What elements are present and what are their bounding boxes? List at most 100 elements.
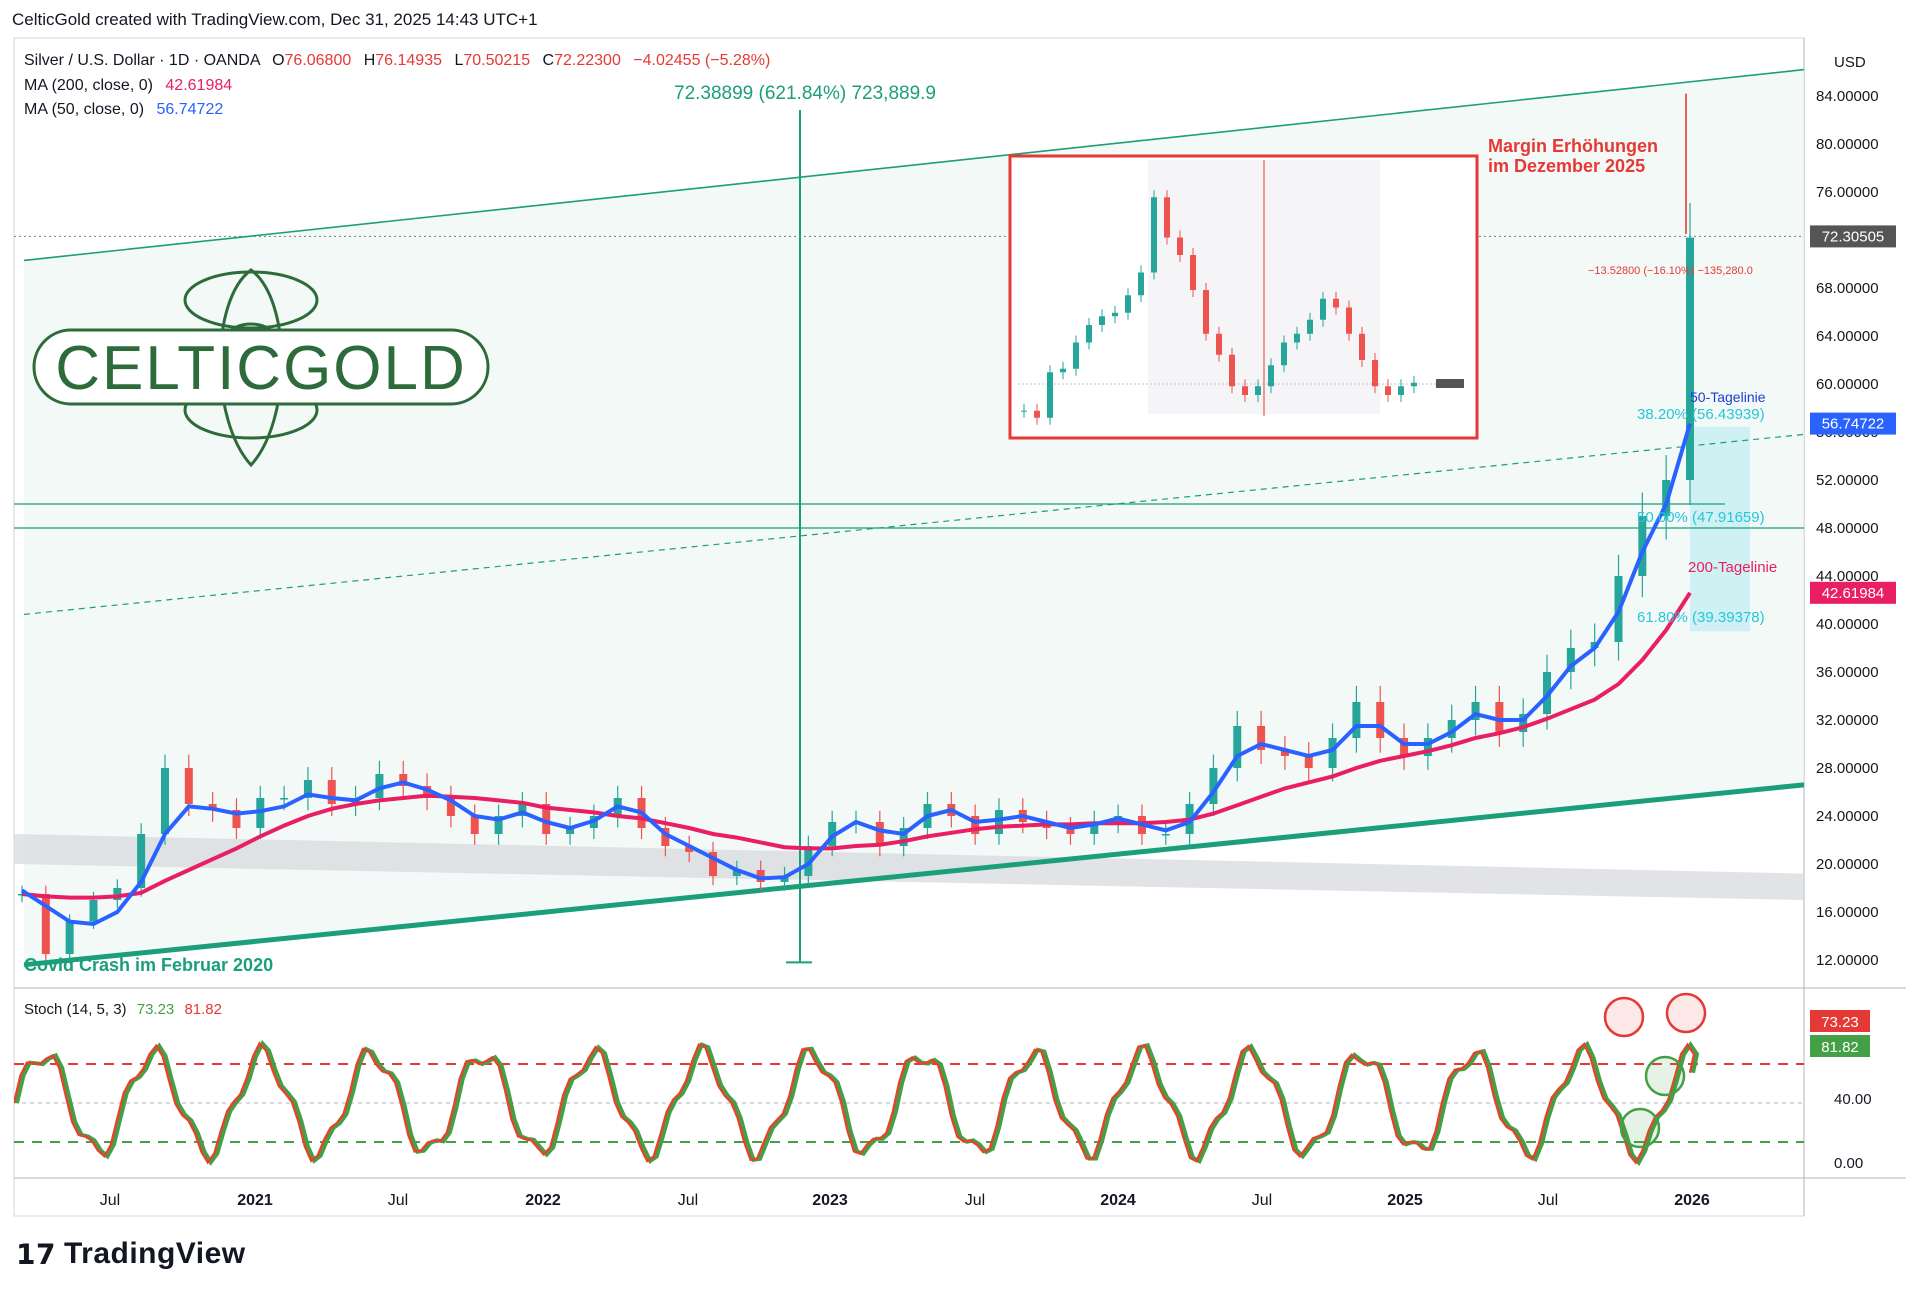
- inset-candle: [1346, 307, 1352, 334]
- legend-low: 70.50215: [463, 52, 530, 69]
- inset-candle: [1320, 298, 1326, 320]
- inset-candle: [1177, 237, 1183, 255]
- inset-candle: [1281, 342, 1287, 366]
- candle: [137, 834, 146, 888]
- candle: [732, 870, 741, 876]
- candle: [971, 816, 980, 834]
- candle: [1495, 702, 1504, 732]
- stoch-overbought-circle-2: [1665, 992, 1707, 1034]
- celticgold-logo: CELTICGOLD: [32, 268, 490, 468]
- inset-candle: [1411, 382, 1417, 387]
- currency-label[interactable]: USD: [1834, 54, 1866, 71]
- dashed-trendline: [23, 433, 1804, 615]
- candle: [1304, 756, 1313, 768]
- inset-candle: [1255, 386, 1261, 395]
- inset-candle: [1307, 319, 1313, 334]
- legend-change: −4.02455 (−5.28%): [633, 52, 770, 69]
- candle: [423, 786, 432, 798]
- ma200-tag: 200-Tagelinie: [1688, 559, 1777, 576]
- tradingview-brand[interactable]: 𝟭𝟳 TradingView: [16, 1237, 246, 1271]
- candle: [542, 804, 551, 834]
- time-axis[interactable]: Jul 2021 Jul 2022 Jul 2023 Jul 2024 Jul 2025 Jul 20…: [100, 1192, 1710, 1209]
- time-label: 2023: [812, 1192, 848, 1209]
- fib-618-label: 61.80% (39.39378): [1637, 609, 1765, 626]
- svg-text:81.82: 81.82: [1821, 1039, 1859, 1056]
- inset-candle: [1060, 368, 1066, 373]
- time-label: Jul: [678, 1192, 698, 1209]
- ma50-tag: 50-Tagelinie: [1690, 389, 1766, 405]
- chart-attribution: CelticGold created with TradingView.com,…: [12, 10, 538, 29]
- price-label: 84.00000: [1816, 88, 1879, 105]
- inset-candle: [1073, 342, 1079, 369]
- price-label: 32.00000: [1816, 712, 1879, 729]
- price-label: 20.00000: [1816, 856, 1879, 873]
- inset-candle: [1203, 290, 1209, 334]
- price-label: 48.00000: [1816, 520, 1879, 537]
- candle: [89, 900, 98, 922]
- inset-candle: [1229, 354, 1235, 387]
- fib-50-label: 50.00% (47.91659): [1637, 509, 1765, 526]
- price-label: 40.00000: [1816, 616, 1879, 633]
- candle: [1352, 702, 1361, 738]
- measure-label: 72.38899 (621.84%) 723,889.9: [674, 83, 936, 104]
- stoch-overbought-circle-1: [1603, 996, 1645, 1038]
- candle: [494, 816, 503, 834]
- time-label: Jul: [965, 1192, 985, 1209]
- logo-text: CELTICGOLD: [55, 334, 467, 403]
- candle: [1471, 702, 1480, 720]
- time-label: Jul: [1538, 1192, 1558, 1209]
- svg-text:42.61984: 42.61984: [1822, 585, 1885, 602]
- price-scale-labels: 84.0000080.0000076.0000072.0000068.00000…: [1816, 88, 1879, 969]
- margin-label-1: Margin Erhöhungen: [1488, 136, 1658, 156]
- candle: [1257, 726, 1266, 750]
- candle: [1566, 648, 1575, 672]
- drop-measure-label: −13.52800 (−16.10%) −135,280.0: [1588, 265, 1753, 277]
- legend-ma200[interactable]: MA (200, close, 0) 42.61984: [24, 77, 232, 94]
- candle: [1686, 237, 1694, 480]
- price-chart[interactable]: Silver / U.S. Dollar · 1D · OANDA O76.06…: [0, 0, 1920, 1230]
- stoch-k-line: [14, 1041, 1696, 1165]
- legend-symbol: Silver / U.S. Dollar · 1D · OANDA: [24, 52, 261, 69]
- candle: [828, 822, 837, 846]
- price-label: 80.00000: [1816, 136, 1879, 153]
- candle: [184, 768, 193, 804]
- candle: [1328, 738, 1337, 768]
- time-label: Jul: [100, 1192, 120, 1209]
- inset-candle: [1086, 325, 1092, 343]
- tradingview-logo-icon: 𝟭𝟳: [16, 1238, 56, 1270]
- svg-text:72.30505: 72.30505: [1822, 228, 1885, 245]
- inset-price-badge: [1436, 379, 1464, 388]
- time-label: 2025: [1387, 1192, 1423, 1209]
- legend-high: 76.14935: [375, 52, 442, 69]
- legend-row: Silver / U.S. Dollar · 1D · OANDA O76.06…: [24, 52, 770, 69]
- candle: [1376, 702, 1385, 738]
- candle: [1066, 828, 1075, 834]
- inset-candle: [1398, 386, 1404, 395]
- inset-candle: [1385, 386, 1391, 395]
- time-label: 2022: [525, 1192, 561, 1209]
- time-label: 2021: [237, 1192, 273, 1209]
- ma50-line: [20, 423, 1692, 927]
- candle: [685, 846, 694, 852]
- candle: [303, 780, 312, 798]
- inset-candle: [1190, 255, 1196, 290]
- candle: [661, 828, 670, 846]
- upper-trendline: [23, 68, 1804, 262]
- price-label: 68.00000: [1816, 280, 1879, 297]
- candle: [756, 870, 765, 882]
- legend-ma50[interactable]: MA (50, close, 0) 56.74722: [24, 101, 223, 118]
- stoch-legend[interactable]: Stoch (14, 5, 3) 73.23 81.82: [24, 1001, 222, 1018]
- svg-text:56.74722: 56.74722: [1822, 416, 1885, 433]
- brand-text: TradingView: [63, 1237, 246, 1270]
- inset-candle: [1047, 372, 1053, 418]
- inset-candle: [1216, 333, 1222, 355]
- candle: [994, 810, 1003, 834]
- time-label: Jul: [388, 1192, 408, 1209]
- candle: [709, 852, 718, 876]
- candle: [113, 888, 122, 900]
- candle: [41, 894, 50, 954]
- price-label: 16.00000: [1816, 904, 1879, 921]
- inset-candle: [1164, 197, 1170, 238]
- legend-open: 76.06800: [285, 52, 352, 69]
- inset-candle: [1021, 410, 1027, 412]
